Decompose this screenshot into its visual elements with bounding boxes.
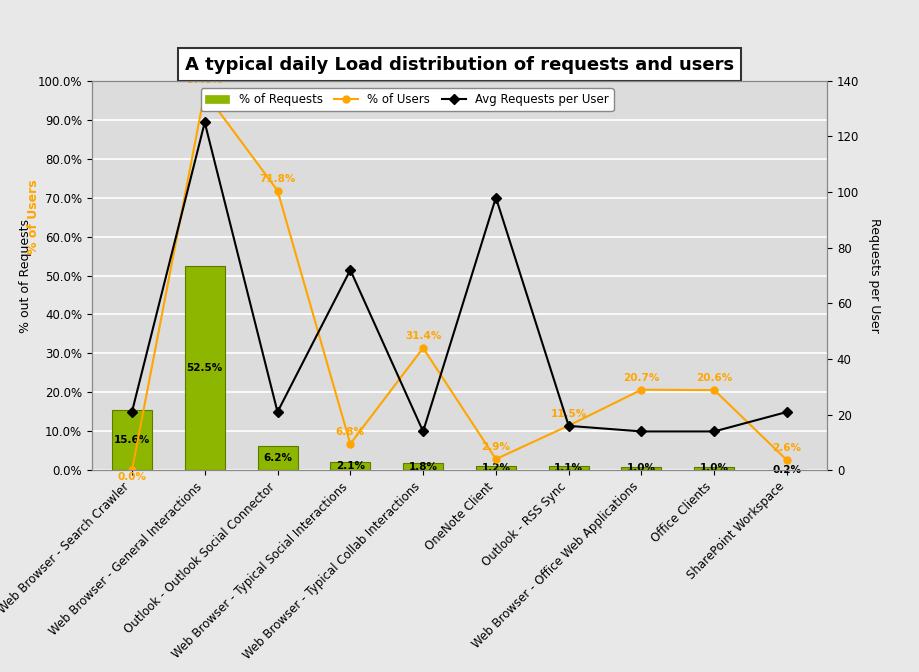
Bar xyxy=(185,266,225,470)
Bar xyxy=(476,466,516,470)
Text: 6.8%: 6.8% xyxy=(335,427,365,437)
Text: 2.6%: 2.6% xyxy=(773,444,801,454)
Text: 20.6%: 20.6% xyxy=(697,373,732,383)
Text: 1.2%: 1.2% xyxy=(482,463,510,473)
Text: 1.8%: 1.8% xyxy=(409,462,437,472)
Text: 0.2%: 0.2% xyxy=(773,465,801,475)
Y-axis label: Requests per User: Requests per User xyxy=(868,218,880,333)
Text: 31.4%: 31.4% xyxy=(405,331,441,341)
Text: 1.1%: 1.1% xyxy=(554,463,584,473)
Text: 71.8%: 71.8% xyxy=(259,173,296,183)
Bar xyxy=(549,466,589,470)
Text: 2.1%: 2.1% xyxy=(335,461,365,471)
Text: 15.6%: 15.6% xyxy=(114,435,150,445)
Text: % of Users: % of Users xyxy=(28,179,40,255)
Text: 52.5%: 52.5% xyxy=(187,363,222,373)
Bar xyxy=(694,466,734,470)
Text: 1.0%: 1.0% xyxy=(627,464,656,474)
Text: 6.2%: 6.2% xyxy=(263,454,292,463)
Bar xyxy=(403,464,443,470)
Text: 97.0%: 97.0% xyxy=(187,75,222,85)
Bar xyxy=(257,446,298,470)
Text: 11.5%: 11.5% xyxy=(550,409,587,419)
Text: 0.0%: 0.0% xyxy=(118,472,146,482)
Legend: % of Requests, % of Users, Avg Requests per User: % of Requests, % of Users, Avg Requests … xyxy=(200,89,614,111)
Y-axis label: % out of Requests: % out of Requests xyxy=(19,218,32,333)
Text: 1.0%: 1.0% xyxy=(699,464,729,474)
Bar xyxy=(112,410,152,470)
Text: 20.7%: 20.7% xyxy=(623,373,660,383)
Bar xyxy=(621,466,662,470)
Bar xyxy=(330,462,370,470)
Title: A typical daily Load distribution of requests and users: A typical daily Load distribution of req… xyxy=(185,56,734,73)
Text: 2.9%: 2.9% xyxy=(482,442,510,452)
